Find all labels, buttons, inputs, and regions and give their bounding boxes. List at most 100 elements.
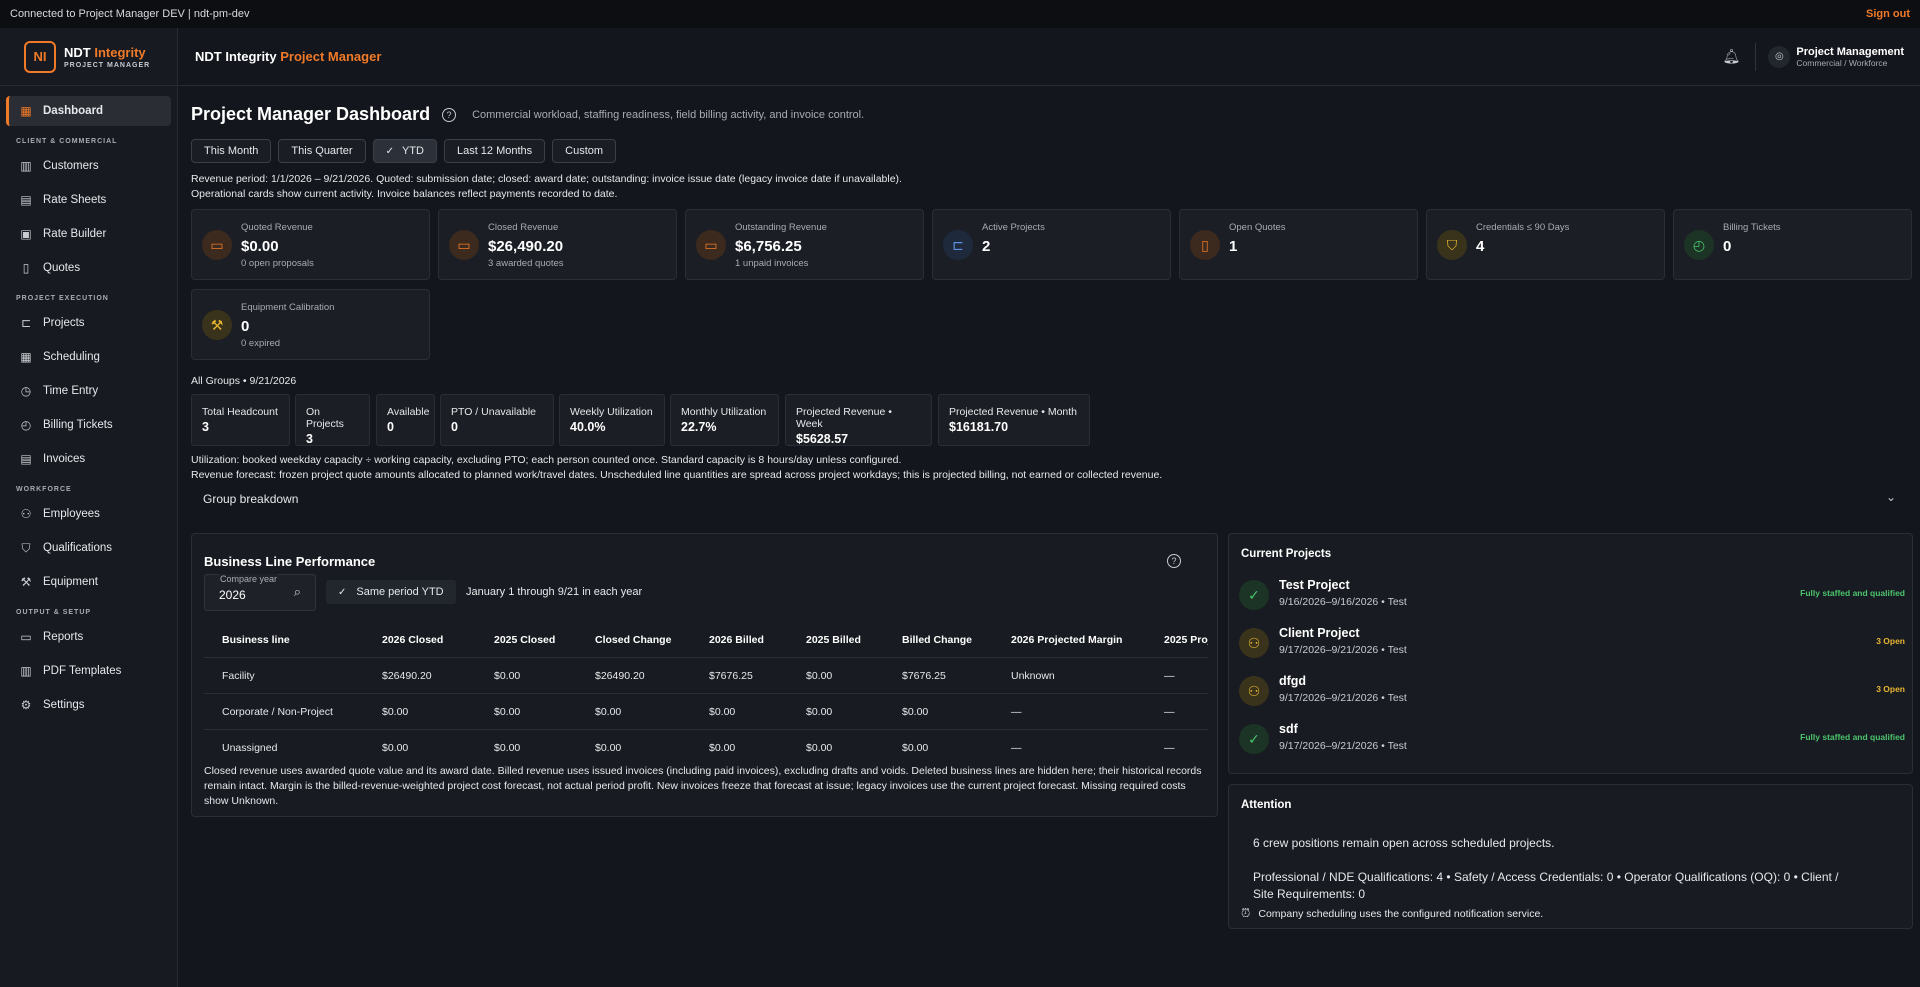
header-divider (1755, 42, 1757, 71)
project-name: dfgd (1279, 674, 1307, 688)
sidebar-item-pdf-templates[interactable]: ▥ PDF Templates (20, 664, 122, 678)
timer-icon: ◴ (20, 418, 32, 432)
range-custom[interactable]: Custom (552, 139, 617, 163)
stat-projected-revenue-week: Projected Revenue • Week $5628.57 (785, 394, 932, 446)
sidebar-item-billing-tickets[interactable]: ◴ Billing Tickets (20, 418, 113, 432)
sidebar-item-projects[interactable]: ⊏ Projects (20, 316, 85, 330)
money-icon: ▭ (449, 230, 479, 260)
sidebar-item-equipment[interactable]: ⚒ Equipment (20, 575, 98, 589)
profile-menu[interactable]: Project Management Commercial / Workforc… (1796, 46, 1904, 68)
attention-panel: Attention 6 crew positions remain open a… (1228, 784, 1913, 929)
bell-icon[interactable]: 🔔︎ (1722, 48, 1741, 64)
attention-title: Attention (1241, 799, 1292, 811)
kpi-equipment-calibration[interactable]: ⚒ Equipment Calibration 0 0 expired (191, 289, 430, 360)
sidebar-item-settings[interactable]: ⚙ Settings (20, 698, 85, 712)
section-client-commercial: CLIENT & COMMERCIAL (16, 138, 118, 145)
project-item-client-project[interactable]: ⚇ Client Project 9/17/2026–9/21/2026 • T… (1239, 622, 1905, 662)
business-line-footnote: Closed revenue uses awarded quote value … (204, 765, 1202, 807)
project-item-sdf[interactable]: ✓ sdf 9/17/2026–9/21/2026 • Test Fully s… (1239, 718, 1905, 758)
search-icon[interactable]: ⌕ (293, 584, 301, 599)
kpi-open-quotes[interactable]: ▯ Open Quotes 1 (1179, 209, 1418, 280)
kpi-value: 2 (982, 238, 991, 255)
sidebar: NI NDT Integrity PROJECT MANAGER ▦ Dashbo… (0, 28, 178, 987)
stat-on-projects: On Projects 3 (295, 394, 370, 446)
pdf-icon: ▥ (20, 664, 32, 678)
range-last-12-months[interactable]: Last 12 Months (443, 139, 546, 163)
project-item-test-project[interactable]: ✓ Test Project 9/16/2026–9/16/2026 • Tes… (1239, 574, 1905, 614)
current-projects-title: Current Projects (1241, 548, 1332, 560)
sidebar-item-rate-sheets[interactable]: ▤ Rate Sheets (20, 193, 107, 207)
help-icon[interactable]: ? (1167, 554, 1181, 568)
sidebar-item-invoices[interactable]: ▤ Invoices (20, 452, 86, 466)
page-subtitle: Commercial workload, staffing readiness,… (472, 108, 865, 121)
range-ytd[interactable]: YTD (372, 139, 437, 163)
shield-icon: ⛉ (21, 540, 31, 555)
sidebar-item-time-entry[interactable]: ◷ Time Entry (20, 384, 99, 398)
header-title: NDT Integrity Project Manager (195, 49, 382, 64)
page-title: Project Manager Dashboard (191, 104, 431, 124)
document-icon: ▯ (22, 261, 30, 275)
section-output-setup: OUTPUT & SETUP (16, 609, 92, 616)
stat-projected-revenue-month: Projected Revenue • Month $16181.70 (938, 394, 1090, 446)
table-row: Corporate / Non-Project $0.00 $0.00 $0.00 $0… (204, 694, 1208, 730)
kpi-closed-revenue[interactable]: ▭ Closed Revenue $26,490.20 3 awarded qu… (438, 209, 677, 280)
range-this-month[interactable]: This Month (191, 139, 272, 163)
group-breakdown-toggle[interactable]: Group breakdown (203, 492, 299, 506)
sidebar-item-scheduling[interactable]: ▦ Scheduling (20, 350, 100, 364)
profile-icon[interactable]: ◎ (1768, 45, 1791, 68)
compare-year-field[interactable]: Compare year 2026 ⌕ (204, 574, 316, 611)
stat-available: Available 0 (376, 394, 435, 446)
shield-icon: ⛉ (1437, 230, 1467, 260)
same-period-ytd-toggle[interactable]: Same period YTD (326, 580, 456, 604)
check-icon: ✓ (1239, 724, 1269, 754)
money-icon: ▭ (202, 230, 232, 260)
sidebar-item-reports[interactable]: ▭ Reports (20, 630, 84, 644)
kpi-value: 0 (1723, 238, 1732, 255)
timer-icon: ◴ (1684, 230, 1714, 260)
help-icon[interactable]: ? (442, 107, 457, 122)
brand-subtitle: PROJECT MANAGER (64, 61, 151, 69)
operational-note: Operational cards show current activity.… (191, 188, 618, 200)
sidebar-nav: ▦ Dashboard CLIENT & COMMERCIAL ▥ Customer… (0, 86, 177, 720)
sidebar-item-quotes[interactable]: ▯ Quotes (6, 253, 171, 283)
status-badge: Fully staffed and qualified (1800, 732, 1905, 742)
compare-year-label: Compare year (219, 574, 279, 584)
project-name: sdf (1279, 722, 1298, 736)
sidebar-item-customers[interactable]: ▥ Customers (20, 159, 99, 173)
period-description: January 1 through 9/21 in each year (466, 586, 643, 598)
users-icon: ⚇ (1239, 676, 1269, 706)
kpi-label: Open Quotes (1229, 222, 1286, 233)
project-dates: 9/17/2026–9/21/2026 • Test (1279, 740, 1407, 752)
project-dates: 9/17/2026–9/21/2026 • Test (1279, 692, 1407, 704)
sign-out-link[interactable]: Sign out (1866, 8, 1910, 20)
kpi-billing-tickets[interactable]: ◴ Billing Tickets 0 (1673, 209, 1912, 280)
kpi-value: $26,490.20 (488, 238, 564, 255)
invoice-icon: ▤ (20, 452, 32, 466)
kpi-active-projects[interactable]: ⊏ Active Projects 2 (932, 209, 1171, 280)
stat-weekly-utilization: Weekly Utilization 40.0% (559, 394, 665, 446)
project-dates: 9/17/2026–9/21/2026 • Test (1279, 644, 1407, 656)
kpi-credentials[interactable]: ⛉ Credentials ≤ 90 Days 4 (1426, 209, 1665, 280)
section-project-execution: PROJECT EXECUTION (16, 295, 109, 302)
range-this-quarter[interactable]: This Quarter (278, 139, 366, 163)
kpi-quoted-revenue[interactable]: ▭ Quoted Revenue $0.00 0 open proposals (191, 209, 430, 280)
calendar-icon: ▦ (20, 350, 32, 364)
connection-status: Connected to Project Manager DEV | ndt-p… (10, 8, 250, 20)
kpi-value: $6,756.25 (735, 238, 802, 255)
sidebar-item-dashboard[interactable]: ▦ Dashboard (6, 96, 171, 126)
chevron-down-icon[interactable]: ⌄ (1886, 490, 1897, 504)
profile-subtitle: Commercial / Workforce (1796, 57, 1888, 68)
sidebar-item-employees[interactable]: ⚇ Employees (20, 507, 100, 521)
groups-label: All Groups • 9/21/2026 (191, 375, 297, 387)
brand[interactable]: NI NDT Integrity PROJECT MANAGER (0, 28, 177, 86)
project-item-dfgd[interactable]: ⚇ dfgd 9/17/2026–9/21/2026 • Test 3 Open (1239, 670, 1905, 710)
sidebar-item-qualifications[interactable]: ⛉ Qualifications (6, 533, 171, 563)
revenue-period-note: Revenue period: 1/1/2026 – 9/21/2026. Qu… (191, 173, 902, 185)
clock-icon: ◷ (20, 384, 32, 398)
grid-icon: ▦ (20, 104, 32, 118)
kpi-outstanding-revenue[interactable]: ▭ Outstanding Revenue $6,756.25 1 unpaid… (685, 209, 924, 280)
kpi-label: Active Projects (982, 222, 1045, 233)
check-icon: ✓ (1239, 580, 1269, 610)
status-badge: 3 Open (1876, 684, 1905, 694)
sidebar-item-rate-builder[interactable]: ▣ Rate Builder (20, 227, 107, 241)
